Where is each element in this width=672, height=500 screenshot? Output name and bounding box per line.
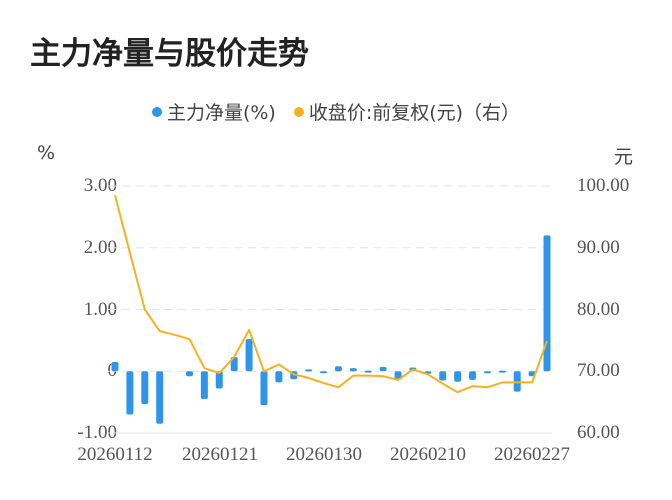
legend-label: 主力净量(%) <box>166 102 276 124</box>
left-tick: 1.00 <box>83 299 117 320</box>
x-tick: 20260210 <box>390 444 466 465</box>
left-tick: 2.00 <box>83 237 117 258</box>
close-price-line <box>114 195 548 394</box>
left-tick: 3.00 <box>83 175 117 196</box>
right-tick: 80.00 <box>577 299 620 320</box>
right-tick: 90.00 <box>577 237 620 258</box>
net-volume-bars <box>111 235 551 424</box>
right-tick: 60.00 <box>577 422 620 443</box>
legend-dot-icon <box>293 106 304 117</box>
x-tick: 20260130 <box>286 444 362 465</box>
right-tick: 70.00 <box>577 360 620 381</box>
left-tick: -1.00 <box>77 422 117 443</box>
chart-legend: 主力净量(%) 收盘价:前复权(元)（右） <box>0 98 672 125</box>
legend-item-close-price[interactable]: 收盘价:前复权(元)（右） <box>293 98 521 125</box>
legend-label: 收盘价:前复权(元)（右） <box>308 102 521 124</box>
legend-item-net-volume[interactable]: 主力净量(%) <box>151 98 276 125</box>
gridlines <box>108 185 552 434</box>
x-tick: 20260121 <box>182 444 258 465</box>
legend-dot-icon <box>151 106 162 117</box>
right-axis-unit: 元 <box>614 146 634 168</box>
chart-title: 主力净量与股价走势 <box>30 36 309 72</box>
right-tick: 100.00 <box>577 175 630 196</box>
left-axis-unit: % <box>37 142 56 164</box>
x-tick: 20260227 <box>494 444 570 465</box>
x-tick: 20260112 <box>77 444 153 465</box>
